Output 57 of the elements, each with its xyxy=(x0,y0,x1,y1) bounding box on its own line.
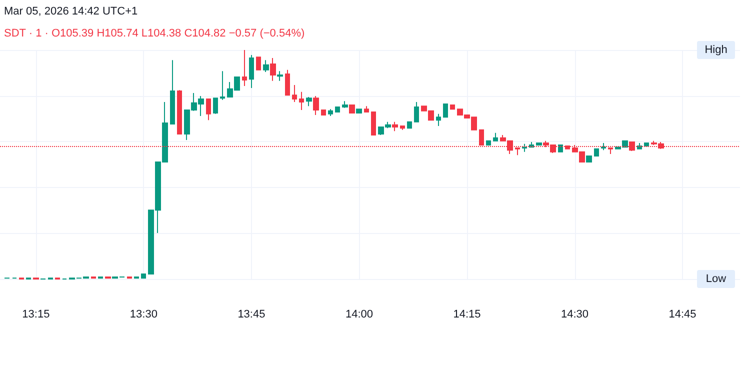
x-tick-label: 14:00 xyxy=(345,308,373,320)
candlestick xyxy=(486,140,491,146)
candlestick xyxy=(586,156,592,162)
candlestick xyxy=(242,50,247,86)
candlestick xyxy=(170,60,175,124)
candlestick xyxy=(313,96,319,116)
candlestick xyxy=(436,113,441,127)
candlestick xyxy=(134,276,139,279)
candlestick xyxy=(285,69,290,96)
x-tick-label: 13:15 xyxy=(22,308,50,320)
candlestick xyxy=(392,121,398,132)
candlestick xyxy=(594,148,599,157)
annotation: Low xyxy=(706,273,726,285)
candlestick xyxy=(263,60,269,72)
candlestick xyxy=(141,273,146,279)
candlestick xyxy=(414,101,419,122)
x-tick-label: 14:45 xyxy=(668,308,696,320)
x-tick-label: 13:45 xyxy=(238,308,266,320)
candlestick xyxy=(450,104,455,110)
candlestick xyxy=(493,132,498,142)
candlestick xyxy=(299,91,304,110)
candlestick xyxy=(306,96,312,107)
candlestick xyxy=(407,121,412,129)
candlestick xyxy=(364,106,369,113)
candlestick xyxy=(644,142,649,146)
candlestick xyxy=(98,276,103,279)
candlestick xyxy=(277,70,283,82)
text: Mar 05, 2026 14:42 UTC+1 xyxy=(4,6,138,18)
x-tick-label: 14:15 xyxy=(453,308,481,320)
candlestick xyxy=(321,110,326,116)
x-tick-label: 13:30 xyxy=(130,308,158,320)
candlestick xyxy=(558,144,563,152)
candlestick xyxy=(328,108,333,116)
candlestick xyxy=(443,104,448,118)
candlestick xyxy=(127,276,132,279)
candlestick xyxy=(292,84,297,102)
candlestick xyxy=(371,112,376,136)
candlestick xyxy=(105,276,111,279)
candlestick xyxy=(249,54,254,89)
candlestick xyxy=(213,98,218,114)
annotation: High xyxy=(704,44,728,56)
text: SDT · 1 · O105.39 H105.74 L104.38 C104.82 −0.57 (−0.54%) xyxy=(4,28,305,40)
candlestick xyxy=(220,70,225,100)
candlestick xyxy=(522,143,527,152)
candlestick xyxy=(91,276,96,279)
candlestick xyxy=(349,104,355,114)
candlestick xyxy=(400,126,405,130)
candlestick xyxy=(536,142,542,146)
x-tick-label: 14:30 xyxy=(560,308,589,320)
candlestick xyxy=(270,58,276,82)
candlestick xyxy=(256,56,261,70)
candlestick xyxy=(342,100,348,108)
candlestick xyxy=(601,142,606,151)
candlestick xyxy=(206,98,211,121)
candlestick xyxy=(335,106,340,113)
candlestick xyxy=(177,90,182,135)
candlestick xyxy=(356,108,362,114)
